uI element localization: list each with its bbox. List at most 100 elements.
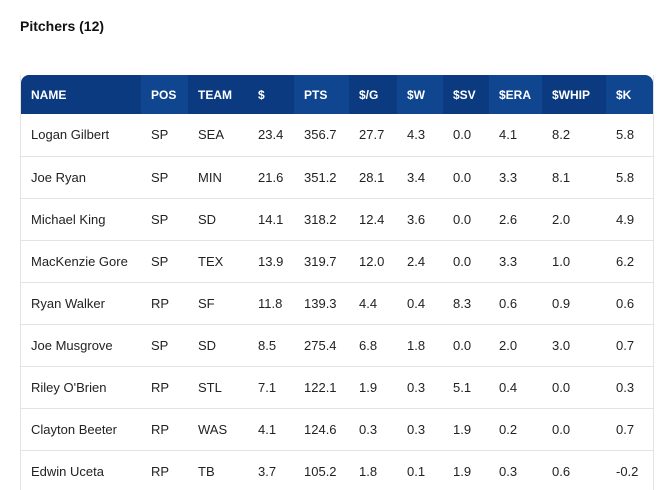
- cell-pos: SP: [151, 211, 169, 227]
- cell-dollars: 13.9: [258, 253, 284, 269]
- column-header-pts[interactable]: PTS: [294, 75, 349, 114]
- cell-whip: 0.0: [552, 421, 571, 437]
- table-row[interactable]: Michael King SP SD 14.1 318.2 12.4 3.6 0.0 2.6 2.…: [21, 198, 653, 240]
- cell-k: 0.6: [616, 295, 635, 311]
- table-row[interactable]: Riley O'Brien RP STL 7.1 122.1 1.9 0.3 5.1 0.4 0.…: [21, 366, 653, 408]
- cell-dollars-per-game: 4.4: [359, 295, 378, 311]
- cell-dollars-per-game: 27.7: [359, 127, 385, 143]
- cell-sv: 8.3: [453, 295, 472, 311]
- cell-pts: 124.6: [304, 421, 337, 437]
- cell-dollars-per-game: 1.8: [359, 463, 378, 479]
- column-header-k[interactable]: $K: [606, 75, 653, 114]
- cell-w: 0.1: [407, 463, 426, 479]
- cell-sv: 0.0: [453, 169, 472, 185]
- cell-dollars: 3.7: [258, 463, 277, 479]
- cell-team: SD: [198, 337, 217, 353]
- cell-pts: 319.7: [304, 253, 337, 269]
- column-header-whip[interactable]: $WHIP: [542, 75, 606, 114]
- cell-era: 0.4: [499, 379, 518, 395]
- cell-k: 6.2: [616, 253, 635, 269]
- cell-name[interactable]: Logan Gilbert: [31, 127, 110, 143]
- table-row[interactable]: Clayton Beeter RP WAS 4.1 124.6 0.3 0.3 1.9 0.2 0…: [21, 408, 653, 450]
- cell-w: 3.6: [407, 211, 426, 227]
- column-header-era[interactable]: $ERA: [489, 75, 542, 114]
- cell-era: 0.6: [499, 295, 518, 311]
- cell-era: 4.1: [499, 127, 518, 143]
- cell-w: 1.8: [407, 337, 426, 353]
- cell-sv: 1.9: [453, 463, 472, 479]
- cell-whip: 0.6: [552, 463, 571, 479]
- cell-whip: 8.2: [552, 127, 571, 143]
- cell-name[interactable]: Joe Musgrove: [31, 337, 113, 353]
- cell-whip: 3.0: [552, 337, 571, 353]
- table-header-row: NAME POS TEAM $ PTS $/G $W $SV $ERA $WHI…: [21, 75, 653, 114]
- cell-k: 0.7: [616, 337, 635, 353]
- cell-team: SD: [198, 211, 217, 227]
- cell-sv: 0.0: [453, 211, 472, 227]
- column-header-w[interactable]: $W: [397, 75, 443, 114]
- column-header-pos[interactable]: POS: [141, 75, 188, 114]
- cell-dollars: 4.1: [258, 421, 277, 437]
- cell-pts: 139.3: [304, 295, 337, 311]
- cell-name[interactable]: MacKenzie Gore: [31, 253, 128, 269]
- table-row[interactable]: Edwin Uceta RP TB 3.7 105.2 1.8 0.1 1.9 0.3 0.6 -0…: [21, 450, 653, 490]
- cell-k: 0.7: [616, 421, 635, 437]
- column-header-dollars-per-game[interactable]: $/G: [349, 75, 397, 114]
- cell-name[interactable]: Edwin Uceta: [31, 463, 104, 479]
- cell-era: 0.2: [499, 421, 518, 437]
- cell-w: 2.4: [407, 253, 426, 269]
- table-row[interactable]: MacKenzie Gore SP TEX 13.9 319.7 12.0 2.4 0.0 3.…: [21, 240, 653, 282]
- cell-era: 3.3: [499, 169, 518, 185]
- cell-k: 5.8: [616, 127, 635, 143]
- cell-team: MIN: [198, 169, 222, 185]
- cell-w: 0.3: [407, 379, 426, 395]
- column-header-dollars[interactable]: $: [248, 75, 294, 114]
- column-header-name[interactable]: NAME: [21, 75, 141, 114]
- cell-whip: 8.1: [552, 169, 571, 185]
- cell-dollars-per-game: 6.8: [359, 337, 378, 353]
- cell-era: 3.3: [499, 253, 518, 269]
- table-row[interactable]: Joe Ryan SP MIN 21.6 351.2 28.1 3.4 0.0 3.3 8.1 5.…: [21, 156, 653, 198]
- cell-team: TB: [198, 463, 215, 479]
- column-header-team[interactable]: TEAM: [188, 75, 248, 114]
- cell-whip: 0.0: [552, 379, 571, 395]
- cell-sv: 0.0: [453, 337, 472, 353]
- cell-name[interactable]: Clayton Beeter: [31, 421, 117, 437]
- cell-sv: 5.1: [453, 379, 472, 395]
- cell-team: WAS: [198, 421, 228, 437]
- cell-dollars: 8.5: [258, 337, 277, 353]
- cell-k: 5.8: [616, 169, 635, 185]
- cell-dollars-per-game: 1.9: [359, 379, 378, 395]
- cell-name[interactable]: Ryan Walker: [31, 295, 105, 311]
- cell-whip: 2.0: [552, 211, 571, 227]
- cell-dollars-per-game: 28.1: [359, 169, 385, 185]
- cell-team: STL: [198, 379, 222, 395]
- cell-era: 2.6: [499, 211, 518, 227]
- cell-pts: 351.2: [304, 169, 337, 185]
- cell-sv: 0.0: [453, 253, 472, 269]
- table-row[interactable]: Joe Musgrove SP SD 8.5 275.4 6.8 1.8 0.0 2.0 3.0 0…: [21, 324, 653, 366]
- table-row[interactable]: Ryan Walker RP SF 11.8 139.3 4.4 0.4 8.3 0.6 0.9 0…: [21, 282, 653, 324]
- cell-pos: SP: [151, 253, 169, 269]
- cell-pos: SP: [151, 127, 169, 143]
- pitchers-table: NAME POS TEAM $ PTS $/G $W $SV $ERA $WHI…: [21, 75, 653, 490]
- cell-pts: 275.4: [304, 337, 337, 353]
- cell-pos: RP: [151, 463, 170, 479]
- cell-name[interactable]: Riley O'Brien: [31, 379, 107, 395]
- cell-dollars: 14.1: [258, 211, 284, 227]
- table-row[interactable]: Logan Gilbert SP SEA 23.4 356.7 27.7 4.3 0.0 4.1…: [21, 114, 653, 156]
- cell-w: 4.3: [407, 127, 426, 143]
- cell-w: 3.4: [407, 169, 426, 185]
- cell-name[interactable]: Joe Ryan: [31, 169, 86, 185]
- cell-name[interactable]: Michael King: [31, 211, 106, 227]
- cell-era: 2.0: [499, 337, 518, 353]
- cell-pts: 105.2: [304, 463, 337, 479]
- cell-sv: 0.0: [453, 127, 472, 143]
- cell-dollars: 23.4: [258, 127, 284, 143]
- cell-dollars-per-game: 12.0: [359, 253, 385, 269]
- table-body: Logan Gilbert SP SEA 23.4 356.7 27.7 4.3 0.0 4.1…: [21, 114, 653, 490]
- column-header-sv[interactable]: $SV: [443, 75, 489, 114]
- cell-k: -0.2: [616, 463, 639, 479]
- cell-dollars-per-game: 0.3: [359, 421, 378, 437]
